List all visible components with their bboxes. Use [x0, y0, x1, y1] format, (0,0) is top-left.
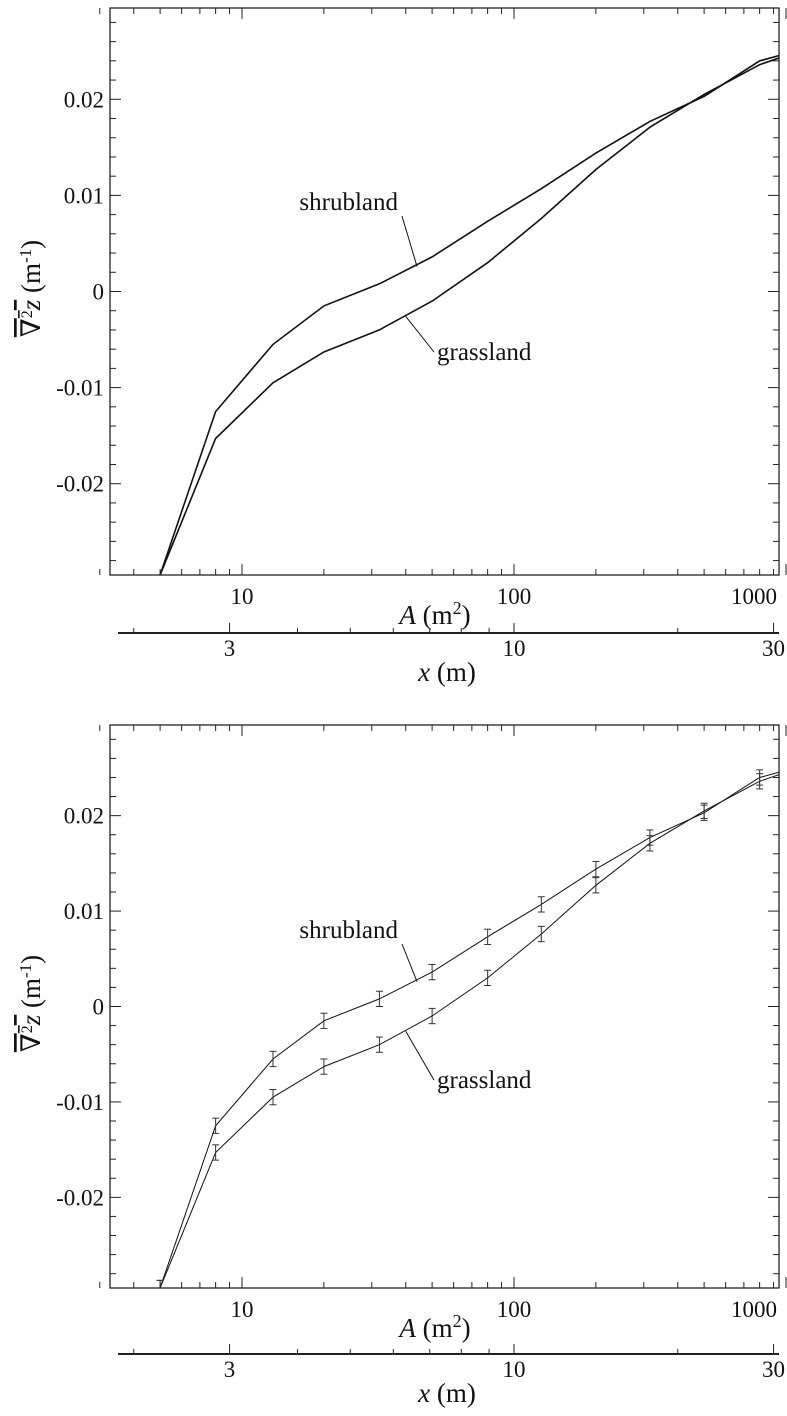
y-tick-label: 0	[93, 995, 105, 1020]
series-line-shrubland	[159, 771, 779, 1288]
error-bar	[592, 877, 600, 894]
y-tick-label: 0.01	[64, 183, 104, 208]
y-tick-label: 0.02	[64, 87, 104, 112]
error-bar	[700, 802, 708, 820]
error-bar	[156, 1279, 164, 1288]
y-axis-title: ∇2z (m-1)	[16, 955, 47, 1052]
x-axis-title: A (m2)	[397, 598, 470, 630]
y-tick-label: -0.02	[56, 472, 104, 497]
x-tick-label: 10	[231, 584, 254, 609]
secondary-tick-label: 10	[503, 636, 526, 661]
error-bar	[646, 835, 654, 852]
y-tick-label: 0.02	[64, 804, 104, 829]
annotation-leader-grassland	[405, 316, 435, 353]
error-bar	[537, 896, 545, 913]
x-tick-label: 1000	[731, 584, 777, 609]
error-bar	[592, 860, 600, 878]
y-tick-label: 0.01	[64, 899, 104, 924]
x-axis-title: A (m2)	[397, 1311, 470, 1343]
y-tick-label: -0.01	[56, 376, 104, 401]
series-line-grassland	[159, 57, 779, 575]
error-bar	[428, 1007, 436, 1025]
annotation-leader-grassland	[405, 1031, 435, 1081]
secondary-tick-label: 30	[762, 1357, 785, 1382]
error-bar	[428, 964, 436, 981]
error-bar	[756, 773, 764, 790]
error-bar	[212, 1144, 220, 1161]
error-bar	[320, 1058, 328, 1075]
secondary-tick-label: 3	[224, 636, 236, 661]
annotation-grassland: grassland	[437, 339, 532, 366]
error-bar	[484, 969, 492, 987]
annotation-grassland: grassland	[437, 1067, 532, 1094]
annotation-shrubland: shrubland	[299, 189, 398, 216]
error-bar	[212, 1117, 220, 1134]
y-tick-label: 0	[93, 280, 105, 305]
y-tick-label: -0.02	[56, 1185, 104, 1210]
secondary-tick-label: 3	[224, 1357, 236, 1382]
error-bar	[537, 925, 545, 943]
series-line-shrubland	[159, 54, 779, 575]
y-axis-title: ∇2z (m-1)	[16, 240, 47, 337]
secondary-tick-label: 30	[762, 636, 785, 661]
x-tick-label: 100	[497, 584, 532, 609]
secondary-tick-label: 10	[503, 1357, 526, 1382]
error-bar	[269, 1050, 277, 1068]
secondary-axis-title: x (m)	[417, 657, 476, 687]
error-bar	[375, 1036, 383, 1053]
error-bar	[320, 1012, 328, 1029]
error-bar	[484, 928, 492, 945]
x-tick-label: 100	[497, 1297, 532, 1322]
plot-frame	[109, 724, 780, 1289]
plot-frame	[109, 7, 780, 576]
annotation-leader-shrubland	[401, 215, 418, 267]
series-line-grassland	[159, 774, 779, 1288]
annotation-shrubland: shrubland	[299, 917, 398, 944]
secondary-axis-title: x (m)	[417, 1378, 476, 1408]
x-tick-label: 10	[231, 1297, 254, 1322]
error-bar	[375, 990, 383, 1007]
annotation-leader-shrubland	[401, 943, 418, 982]
y-tick-label: -0.01	[56, 1090, 104, 1115]
error-bar	[269, 1089, 277, 1106]
x-tick-label: 1000	[731, 1297, 777, 1322]
